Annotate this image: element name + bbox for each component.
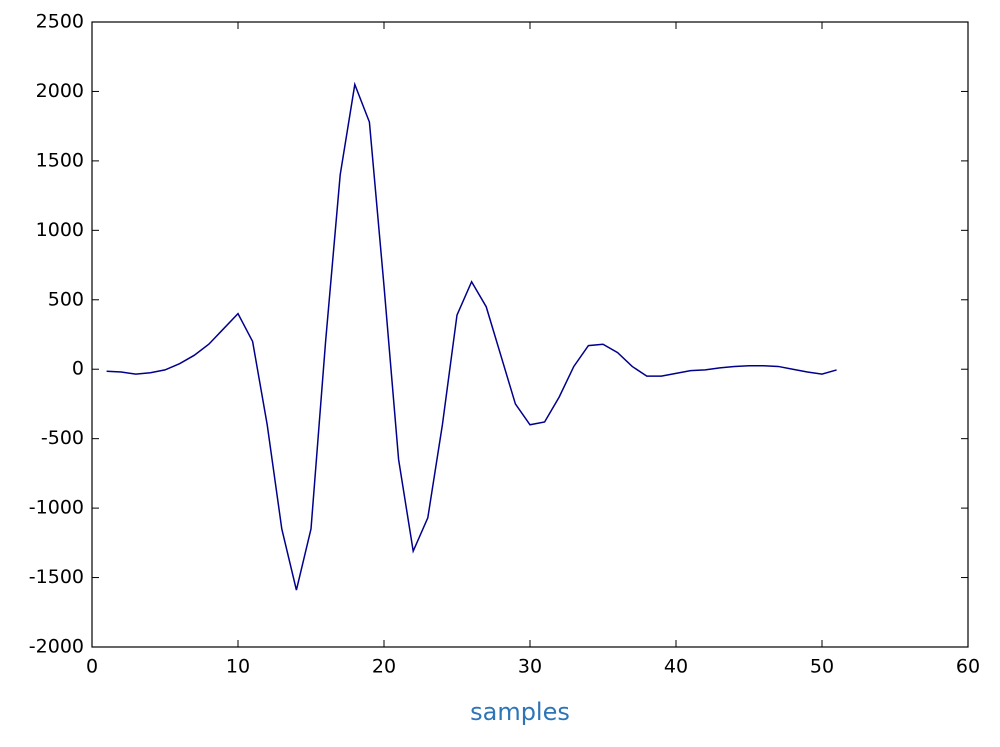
x-tick-label: 40 (664, 656, 688, 678)
x-tick-label: 60 (956, 656, 980, 678)
x-tick-label: 50 (810, 656, 834, 678)
y-tick-label: 500 (48, 288, 84, 310)
y-tick-label: -1000 (29, 497, 84, 519)
y-tick-label: 2500 (36, 11, 84, 33)
data-line (106, 81, 837, 591)
y-tick-label: 1000 (36, 219, 84, 241)
y-tick-label: 2000 (36, 80, 84, 102)
x-tick-label: 30 (518, 656, 542, 678)
x-tick-label: 20 (372, 656, 396, 678)
x-axis-label: samples (470, 698, 570, 726)
y-tick-label: -1500 (29, 566, 84, 588)
y-tick-label: 1500 (36, 149, 84, 171)
y-tick-label: -500 (41, 427, 84, 449)
plot-frame (91, 21, 969, 648)
y-tick-label: 0 (72, 358, 84, 380)
x-tick-label: 10 (226, 656, 250, 678)
y-tick-label: -2000 (29, 636, 84, 658)
x-tick-label: 0 (86, 656, 98, 678)
